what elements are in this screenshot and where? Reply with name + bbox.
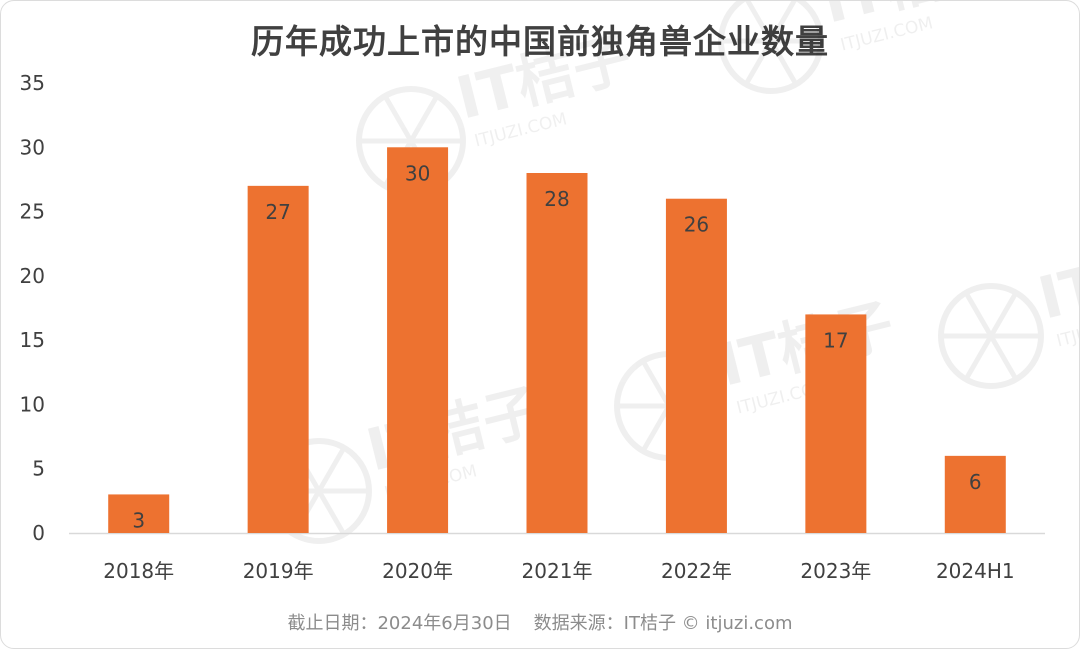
cutoff-date: 截止日期：2024年6月30日 bbox=[287, 613, 512, 634]
x-tick-label: 2019年 bbox=[243, 559, 314, 583]
x-tick-label: 2022年 bbox=[661, 559, 732, 583]
bar bbox=[247, 185, 309, 533]
data-label: 27 bbox=[265, 200, 290, 224]
y-tick-label: 35 bbox=[20, 71, 45, 95]
data-label: 28 bbox=[544, 187, 569, 211]
bar bbox=[387, 147, 449, 534]
data-label: 6 bbox=[969, 470, 982, 494]
x-tick-label: 2024H1 bbox=[936, 559, 1015, 583]
bar bbox=[805, 314, 867, 533]
y-tick-label: 30 bbox=[20, 135, 45, 159]
y-tick-label: 25 bbox=[20, 200, 45, 224]
chart-title: 历年成功上市的中国前独角兽企业数量 bbox=[251, 22, 829, 61]
y-tick-label: 20 bbox=[20, 264, 45, 288]
data-source: 数据来源：IT桔子 © itjuzi.com bbox=[533, 613, 793, 634]
y-tick-label: 15 bbox=[20, 328, 45, 352]
x-tick-label: 2018年 bbox=[103, 559, 174, 583]
y-tick-label: 0 bbox=[32, 521, 45, 545]
x-tick-label: 2021年 bbox=[522, 559, 593, 583]
data-label: 3 bbox=[132, 508, 145, 532]
y-tick-label: 5 bbox=[32, 457, 45, 481]
data-label: 26 bbox=[684, 213, 709, 237]
data-label: 30 bbox=[405, 161, 430, 185]
data-label: 17 bbox=[823, 328, 848, 352]
bar bbox=[665, 198, 727, 533]
x-tick-label: 2023年 bbox=[800, 559, 871, 583]
bar bbox=[944, 455, 1006, 533]
bar bbox=[108, 494, 170, 533]
bar bbox=[526, 173, 588, 533]
footer: 截止日期：2024年6月30日 数据来源：IT桔子 © itjuzi.com bbox=[1, 609, 1079, 635]
y-tick-label: 10 bbox=[20, 392, 45, 416]
x-tick-label: 2020年 bbox=[382, 559, 453, 583]
